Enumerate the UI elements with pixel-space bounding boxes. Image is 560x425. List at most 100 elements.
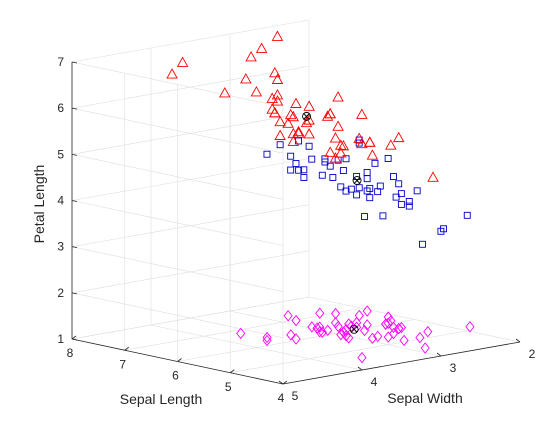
wall-grid-z [71,292,284,339]
data-point-triangle [303,114,315,125]
z-tick-label: 3 [57,240,64,254]
data-point-square [276,141,284,149]
data-point-square [440,225,447,233]
data-point-square [355,184,363,192]
data-point-triangle [250,86,263,97]
data-point-triangle [271,73,284,84]
z-axis-label: Petal Length [31,165,47,244]
floor-grid-x [230,330,468,374]
data-point-triangle [269,66,281,78]
y-tick-label: 2 [529,347,536,361]
wall-grid-z [71,107,284,154]
wall-grid-z [71,61,284,108]
wall-grid-z [71,250,310,294]
data-point-diamond [333,320,343,333]
data-point-diamond [362,305,372,317]
wall-grid-z [71,154,284,200]
data-point-diamond [386,314,396,327]
data-point-square [361,213,368,221]
data-point-triangle [282,117,294,128]
z-tick-label: 6 [57,101,64,115]
data-point-triangle [329,132,342,143]
data-point-square [326,162,334,170]
data-point-square [419,240,426,248]
centroid-cross [350,326,358,333]
data-point-square [376,182,384,190]
data-point-triangle [324,146,336,157]
data-point-diamond [465,321,475,333]
data-point-square [342,155,350,163]
wall-grid-z [71,296,310,340]
data-point-triangle [363,136,376,147]
data-point-square [390,173,397,181]
data-point-triangle [240,72,252,84]
data-point-square [263,150,271,158]
data-point-triangle [274,129,286,140]
data-point-diamond [315,321,325,333]
data-point-square [405,202,413,210]
data-point-triangle [274,115,286,127]
data-point-triangle [353,132,365,143]
data-point-diamond [330,317,341,329]
data-point-triangle [284,108,297,120]
data-point-square [339,167,347,174]
data-point-triangle [269,106,281,118]
wall-grid-z [71,246,284,292]
data-point-diamond [344,332,354,344]
data-point-diamond [359,324,370,337]
centroid-marker [302,111,311,121]
x-tick-mark [177,358,182,362]
data-point-diamond [344,318,354,330]
data-point-diamond [367,332,378,345]
data-point-triangle [300,116,313,128]
x-tick-label: 4 [278,391,285,405]
y-axis-label: Sepal Width [387,390,462,406]
data-point-triangle [176,56,189,67]
data-point-triangle [321,110,334,121]
wall-grid-z [71,112,310,155]
z-tick-mark [71,338,78,341]
floor-grid-x [177,319,415,362]
z-tick-label: 7 [57,55,64,69]
data-point-triangle [287,110,300,122]
z-tick-mark [71,246,78,249]
data-point-square [300,174,308,181]
data-point-square [405,198,413,205]
x-tick-mark [124,346,129,351]
z-tick-mark [71,153,78,156]
data-point-square [287,152,295,160]
centroid-circle [349,324,359,334]
data-point-triangle [303,100,315,111]
x-tick-mark [282,380,288,385]
data-point-square [397,200,405,208]
data-point-diamond [352,316,362,329]
data-point-diamond [381,318,391,330]
centroid-circle [302,111,311,121]
y-tick-label: 3 [450,361,457,375]
data-point-square [308,155,316,163]
data-point-diamond [346,320,356,332]
centroid-marker [352,176,362,185]
data-point-square [384,155,392,162]
data-point-diamond [383,317,393,329]
data-point-diamond [354,309,364,322]
z-tick-mark [71,107,78,110]
data-point-triangle [271,95,284,106]
z-tick-mark [71,61,78,64]
data-point-square [371,159,379,167]
data-point-triangle [166,68,178,79]
x-tick-mark [230,369,235,374]
data-point-diamond [307,321,317,333]
data-point-triangle [385,139,397,150]
data-point-triangle [337,139,350,151]
data-point-triangle [366,149,379,160]
x-tick-label: 7 [119,357,126,371]
data-point-triangle [356,137,368,149]
data-point-triangle [335,139,347,150]
data-point-triangle [427,171,439,182]
data-point-triangle [324,107,336,119]
data-point-triangle [266,92,278,103]
z-tick-mark [71,200,78,202]
